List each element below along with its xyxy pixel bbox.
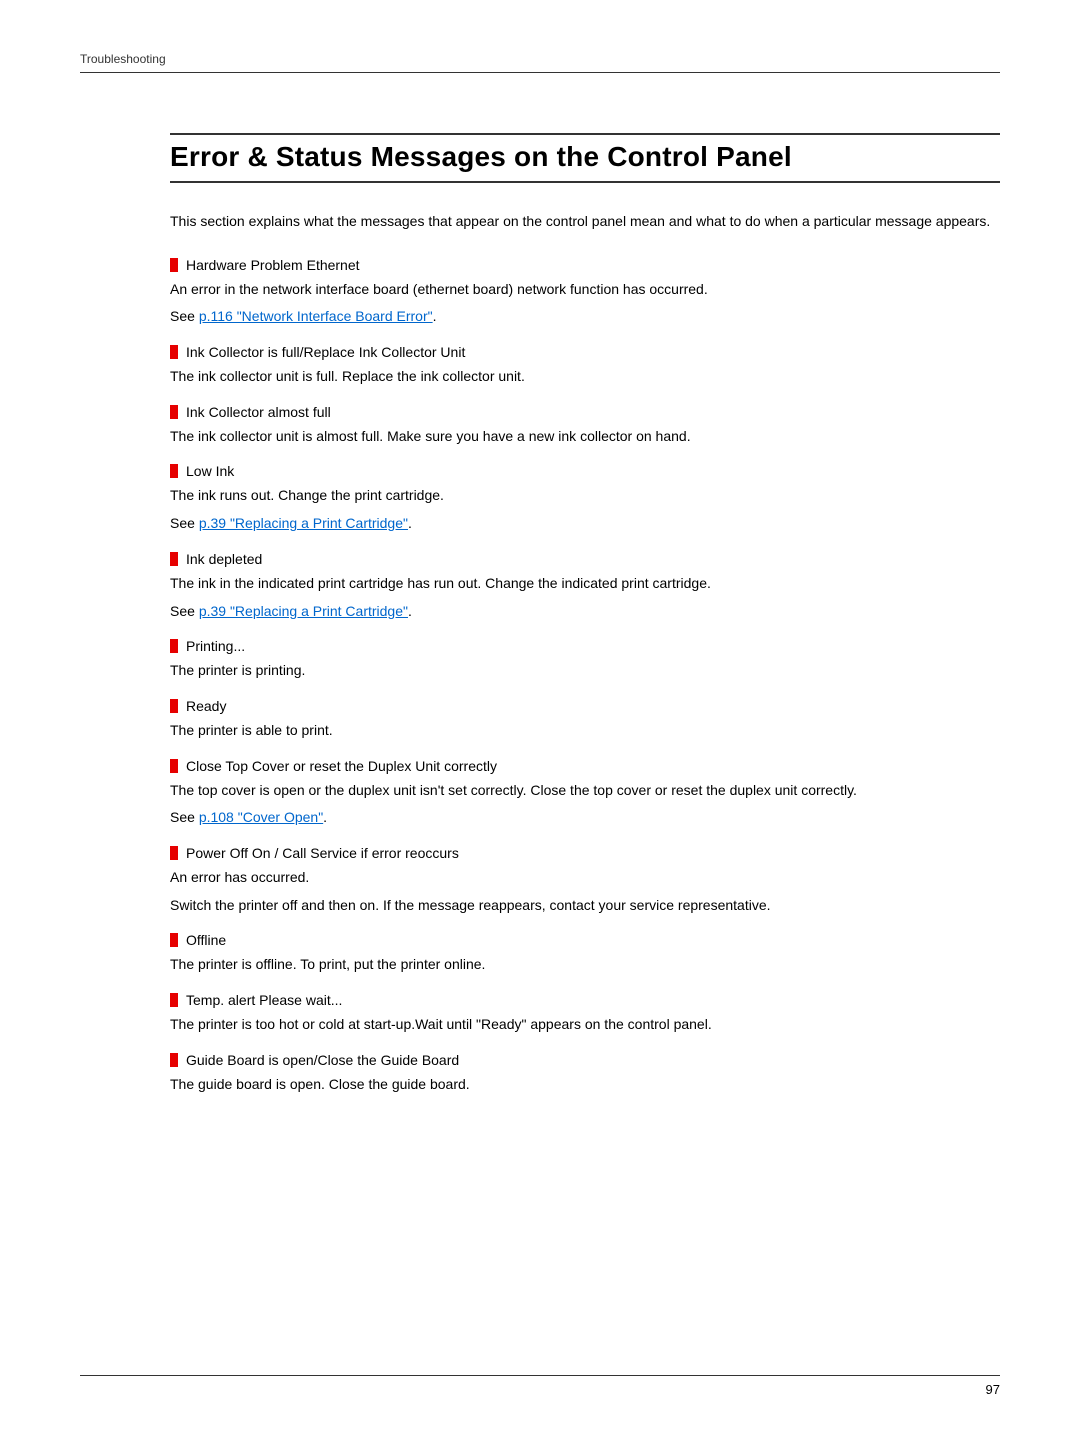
- message-desc: The guide board is open. Close the guide…: [170, 1074, 1000, 1096]
- message-name: Ink depleted: [186, 551, 262, 567]
- message-desc: The ink runs out. Change the print cartr…: [170, 485, 1000, 507]
- message-see: See p.39 "Replacing a Print Cartridge".: [170, 601, 1000, 623]
- message-see: See p.39 "Replacing a Print Cartridge".: [170, 513, 1000, 535]
- message-heading: Offline: [170, 932, 1000, 948]
- message-name: Hardware Problem Ethernet: [186, 257, 360, 273]
- page-header: Troubleshooting: [80, 50, 1000, 73]
- message-name: Guide Board is open/Close the Guide Boar…: [186, 1052, 459, 1068]
- message-heading: Ink Collector is full/Replace Ink Collec…: [170, 344, 1000, 360]
- page-footer: 97: [80, 1375, 1000, 1397]
- message-name: Offline: [186, 932, 226, 948]
- see-prefix: See: [170, 603, 199, 619]
- message-name: Low Ink: [186, 463, 234, 479]
- bullet-icon: [170, 699, 178, 713]
- message-name: Printing...: [186, 638, 245, 654]
- bullet-icon: [170, 993, 178, 1007]
- cross-ref-link[interactable]: p.39 "Replacing a Print Cartridge": [199, 603, 408, 619]
- message-name: Ink Collector almost full: [186, 404, 331, 420]
- document-page: Troubleshooting Error & Status Messages …: [0, 0, 1080, 1437]
- message-heading: Close Top Cover or reset the Duplex Unit…: [170, 758, 1000, 774]
- see-prefix: See: [170, 809, 199, 825]
- section-rule: Error & Status Messages on the Control P…: [170, 133, 1000, 183]
- cross-ref-link[interactable]: p.116 "Network Interface Board Error": [199, 308, 433, 324]
- message-see: See p.108 "Cover Open".: [170, 807, 1000, 829]
- message-name: Ready: [186, 698, 226, 714]
- bullet-icon: [170, 933, 178, 947]
- bullet-icon: [170, 552, 178, 566]
- message-desc: An error has occurred.: [170, 867, 1000, 889]
- message-heading: Ink Collector almost full: [170, 404, 1000, 420]
- message-desc: The printer is offline. To print, put th…: [170, 954, 1000, 976]
- message-desc: The ink collector unit is full. Replace …: [170, 366, 1000, 388]
- message-desc: The top cover is open or the duplex unit…: [170, 780, 1000, 802]
- see-suffix: .: [433, 308, 437, 324]
- bullet-icon: [170, 258, 178, 272]
- message-desc-2: Switch the printer off and then on. If t…: [170, 895, 1000, 917]
- see-suffix: .: [323, 809, 327, 825]
- message-name: Ink Collector is full/Replace Ink Collec…: [186, 344, 465, 360]
- messages-list: Hardware Problem Ethernet An error in th…: [170, 257, 1000, 1096]
- see-prefix: See: [170, 515, 199, 531]
- message-desc: The printer is too hot or cold at start-…: [170, 1014, 1000, 1036]
- see-prefix: See: [170, 308, 199, 324]
- message-desc: An error in the network interface board …: [170, 279, 1000, 301]
- bullet-icon: [170, 345, 178, 359]
- see-suffix: .: [408, 515, 412, 531]
- bullet-icon: [170, 1053, 178, 1067]
- page-number: 97: [986, 1382, 1000, 1397]
- message-heading: Hardware Problem Ethernet: [170, 257, 1000, 273]
- bullet-icon: [170, 759, 178, 773]
- message-heading: Printing...: [170, 638, 1000, 654]
- message-see: See p.116 "Network Interface Board Error…: [170, 306, 1000, 328]
- message-heading: Ink depleted: [170, 551, 1000, 567]
- message-heading: Guide Board is open/Close the Guide Boar…: [170, 1052, 1000, 1068]
- message-name: Temp. alert Please wait...: [186, 992, 342, 1008]
- message-heading: Ready: [170, 698, 1000, 714]
- cross-ref-link[interactable]: p.108 "Cover Open": [199, 809, 323, 825]
- message-desc: The ink collector unit is almost full. M…: [170, 426, 1000, 448]
- chapter-label: Troubleshooting: [80, 52, 166, 66]
- see-suffix: .: [408, 603, 412, 619]
- bullet-icon: [170, 405, 178, 419]
- intro-paragraph: This section explains what the messages …: [170, 211, 1000, 233]
- section-title: Error & Status Messages on the Control P…: [170, 141, 1000, 173]
- bullet-icon: [170, 846, 178, 860]
- message-heading: Power Off On / Call Service if error reo…: [170, 845, 1000, 861]
- message-name: Close Top Cover or reset the Duplex Unit…: [186, 758, 497, 774]
- bullet-icon: [170, 464, 178, 478]
- message-heading: Low Ink: [170, 463, 1000, 479]
- bullet-icon: [170, 639, 178, 653]
- message-name: Power Off On / Call Service if error reo…: [186, 845, 459, 861]
- cross-ref-link[interactable]: p.39 "Replacing a Print Cartridge": [199, 515, 408, 531]
- message-desc: The printer is able to print.: [170, 720, 1000, 742]
- message-desc: The printer is printing.: [170, 660, 1000, 682]
- message-heading: Temp. alert Please wait...: [170, 992, 1000, 1008]
- message-desc: The ink in the indicated print cartridge…: [170, 573, 1000, 595]
